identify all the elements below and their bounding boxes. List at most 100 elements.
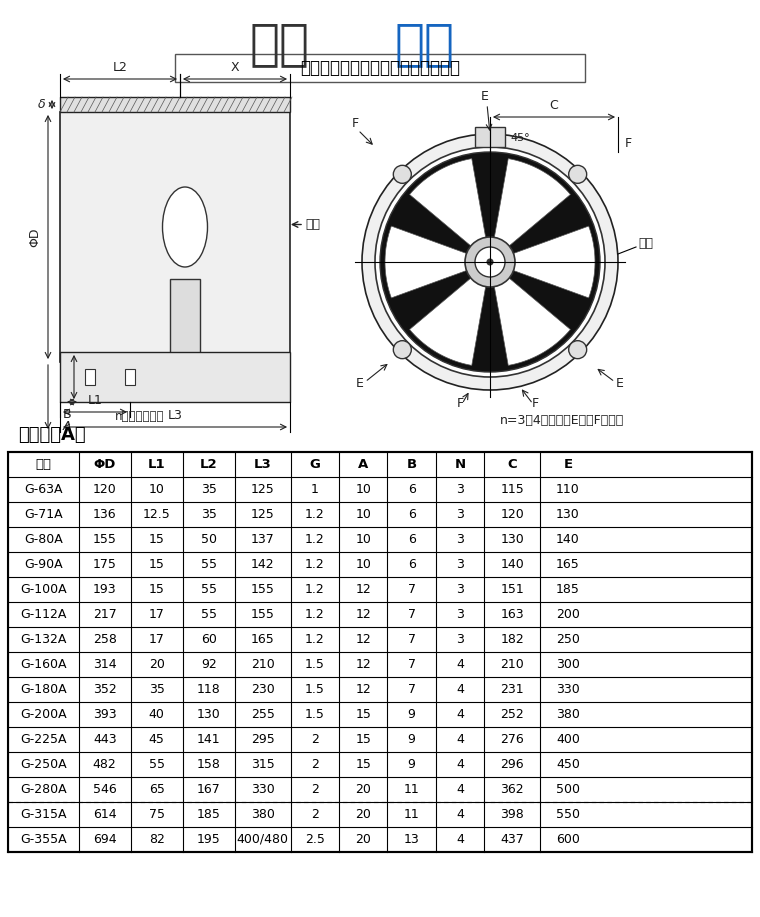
Text: 40: 40 (149, 708, 165, 721)
Text: 4: 4 (456, 683, 464, 696)
Text: 4: 4 (456, 758, 464, 771)
Polygon shape (507, 226, 595, 298)
Text: 231: 231 (500, 683, 524, 696)
Text: F: F (625, 137, 632, 150)
Text: 185: 185 (556, 583, 580, 596)
Text: 11: 11 (404, 808, 420, 821)
Circle shape (475, 247, 505, 277)
Text: 295: 295 (251, 733, 274, 746)
Circle shape (380, 152, 600, 372)
Text: 3: 3 (456, 508, 464, 521)
Text: 15: 15 (356, 758, 371, 771)
Text: 4: 4 (456, 783, 464, 796)
Text: 140: 140 (500, 558, 524, 571)
Text: B: B (407, 458, 416, 471)
Text: 155: 155 (251, 608, 275, 621)
Text: 195: 195 (197, 833, 220, 846)
Text: 1.5: 1.5 (305, 708, 325, 721)
Text: E: E (616, 377, 624, 390)
Text: 200: 200 (556, 608, 580, 621)
Text: 380: 380 (556, 708, 580, 721)
Text: 120: 120 (500, 508, 524, 521)
Text: 217: 217 (93, 608, 116, 621)
Text: 65: 65 (149, 783, 165, 796)
Text: 110: 110 (556, 483, 580, 496)
Text: G-112A: G-112A (21, 608, 67, 621)
Text: 铭牌: 铭牌 (638, 237, 653, 250)
Text: 252: 252 (500, 708, 524, 721)
Text: 10: 10 (356, 483, 371, 496)
Text: 155: 155 (93, 533, 116, 546)
Text: 330: 330 (556, 683, 580, 696)
Text: 130: 130 (556, 508, 580, 521)
Text: 2: 2 (311, 758, 319, 771)
Text: 92: 92 (201, 658, 217, 671)
Text: 2: 2 (311, 808, 319, 821)
Text: X: X (231, 61, 239, 74)
Text: 35: 35 (201, 508, 217, 521)
Text: G: G (309, 458, 320, 471)
Text: 55: 55 (201, 608, 217, 621)
Text: 193: 193 (93, 583, 116, 596)
Text: 以下数据均为人工测量，有一定误差: 以下数据均为人工测量，有一定误差 (300, 59, 460, 77)
Text: 20: 20 (356, 833, 371, 846)
Text: 45: 45 (149, 733, 165, 746)
Polygon shape (410, 273, 487, 365)
Text: 352: 352 (93, 683, 116, 696)
Text: 118: 118 (197, 683, 220, 696)
Text: 115: 115 (500, 483, 524, 496)
Text: C: C (549, 99, 559, 112)
Text: 17: 17 (149, 633, 165, 646)
Circle shape (487, 259, 493, 265)
Text: 3: 3 (456, 558, 464, 571)
Text: 6: 6 (407, 508, 416, 521)
Text: L1: L1 (87, 394, 103, 407)
Text: E: E (563, 458, 572, 471)
Text: 130: 130 (500, 533, 524, 546)
Text: 400: 400 (556, 733, 580, 746)
Text: 3: 3 (456, 583, 464, 596)
Text: L3: L3 (167, 409, 182, 422)
Bar (8, 452, 752, 852)
Text: 1.2: 1.2 (305, 583, 325, 596)
Bar (170, 279, 200, 362)
Text: 136: 136 (93, 508, 116, 521)
Text: 2.5: 2.5 (305, 833, 325, 846)
Text: 4: 4 (456, 833, 464, 846)
Text: 标准尺寸A型: 标准尺寸A型 (18, 426, 86, 444)
Circle shape (362, 134, 618, 390)
Bar (85, 369, 95, 385)
Text: 15: 15 (356, 708, 371, 721)
Text: 15: 15 (149, 533, 165, 546)
Text: 55: 55 (149, 758, 165, 771)
Text: 694: 694 (93, 833, 116, 846)
Text: B: B (62, 407, 71, 421)
Circle shape (568, 165, 587, 183)
Text: 3: 3 (456, 483, 464, 496)
Text: 120: 120 (93, 483, 116, 496)
Text: 13: 13 (404, 833, 420, 846)
Text: 362: 362 (500, 783, 524, 796)
Text: 10: 10 (356, 533, 371, 546)
Text: n=3或4，分别按E向和F向分布: n=3或4，分别按E向和F向分布 (500, 414, 624, 426)
Text: 210: 210 (500, 658, 524, 671)
Text: 9: 9 (407, 758, 416, 771)
Text: G-132A: G-132A (21, 633, 67, 646)
Polygon shape (385, 226, 473, 298)
Text: G-80A: G-80A (24, 533, 63, 546)
Text: G-71A: G-71A (24, 508, 62, 521)
Text: N: N (454, 458, 466, 471)
Text: ΦD: ΦD (93, 458, 116, 471)
Text: C: C (507, 458, 517, 471)
Bar (175, 54, 585, 82)
Text: 9: 9 (407, 733, 416, 746)
Text: 4: 4 (456, 808, 464, 821)
Text: 1.5: 1.5 (305, 683, 325, 696)
Text: L3: L3 (254, 458, 271, 471)
Text: 1.2: 1.2 (305, 533, 325, 546)
Text: 17: 17 (149, 608, 165, 621)
Text: 12: 12 (356, 683, 371, 696)
Circle shape (394, 165, 411, 183)
Text: 2: 2 (311, 733, 319, 746)
Bar (475, 127, 505, 147)
